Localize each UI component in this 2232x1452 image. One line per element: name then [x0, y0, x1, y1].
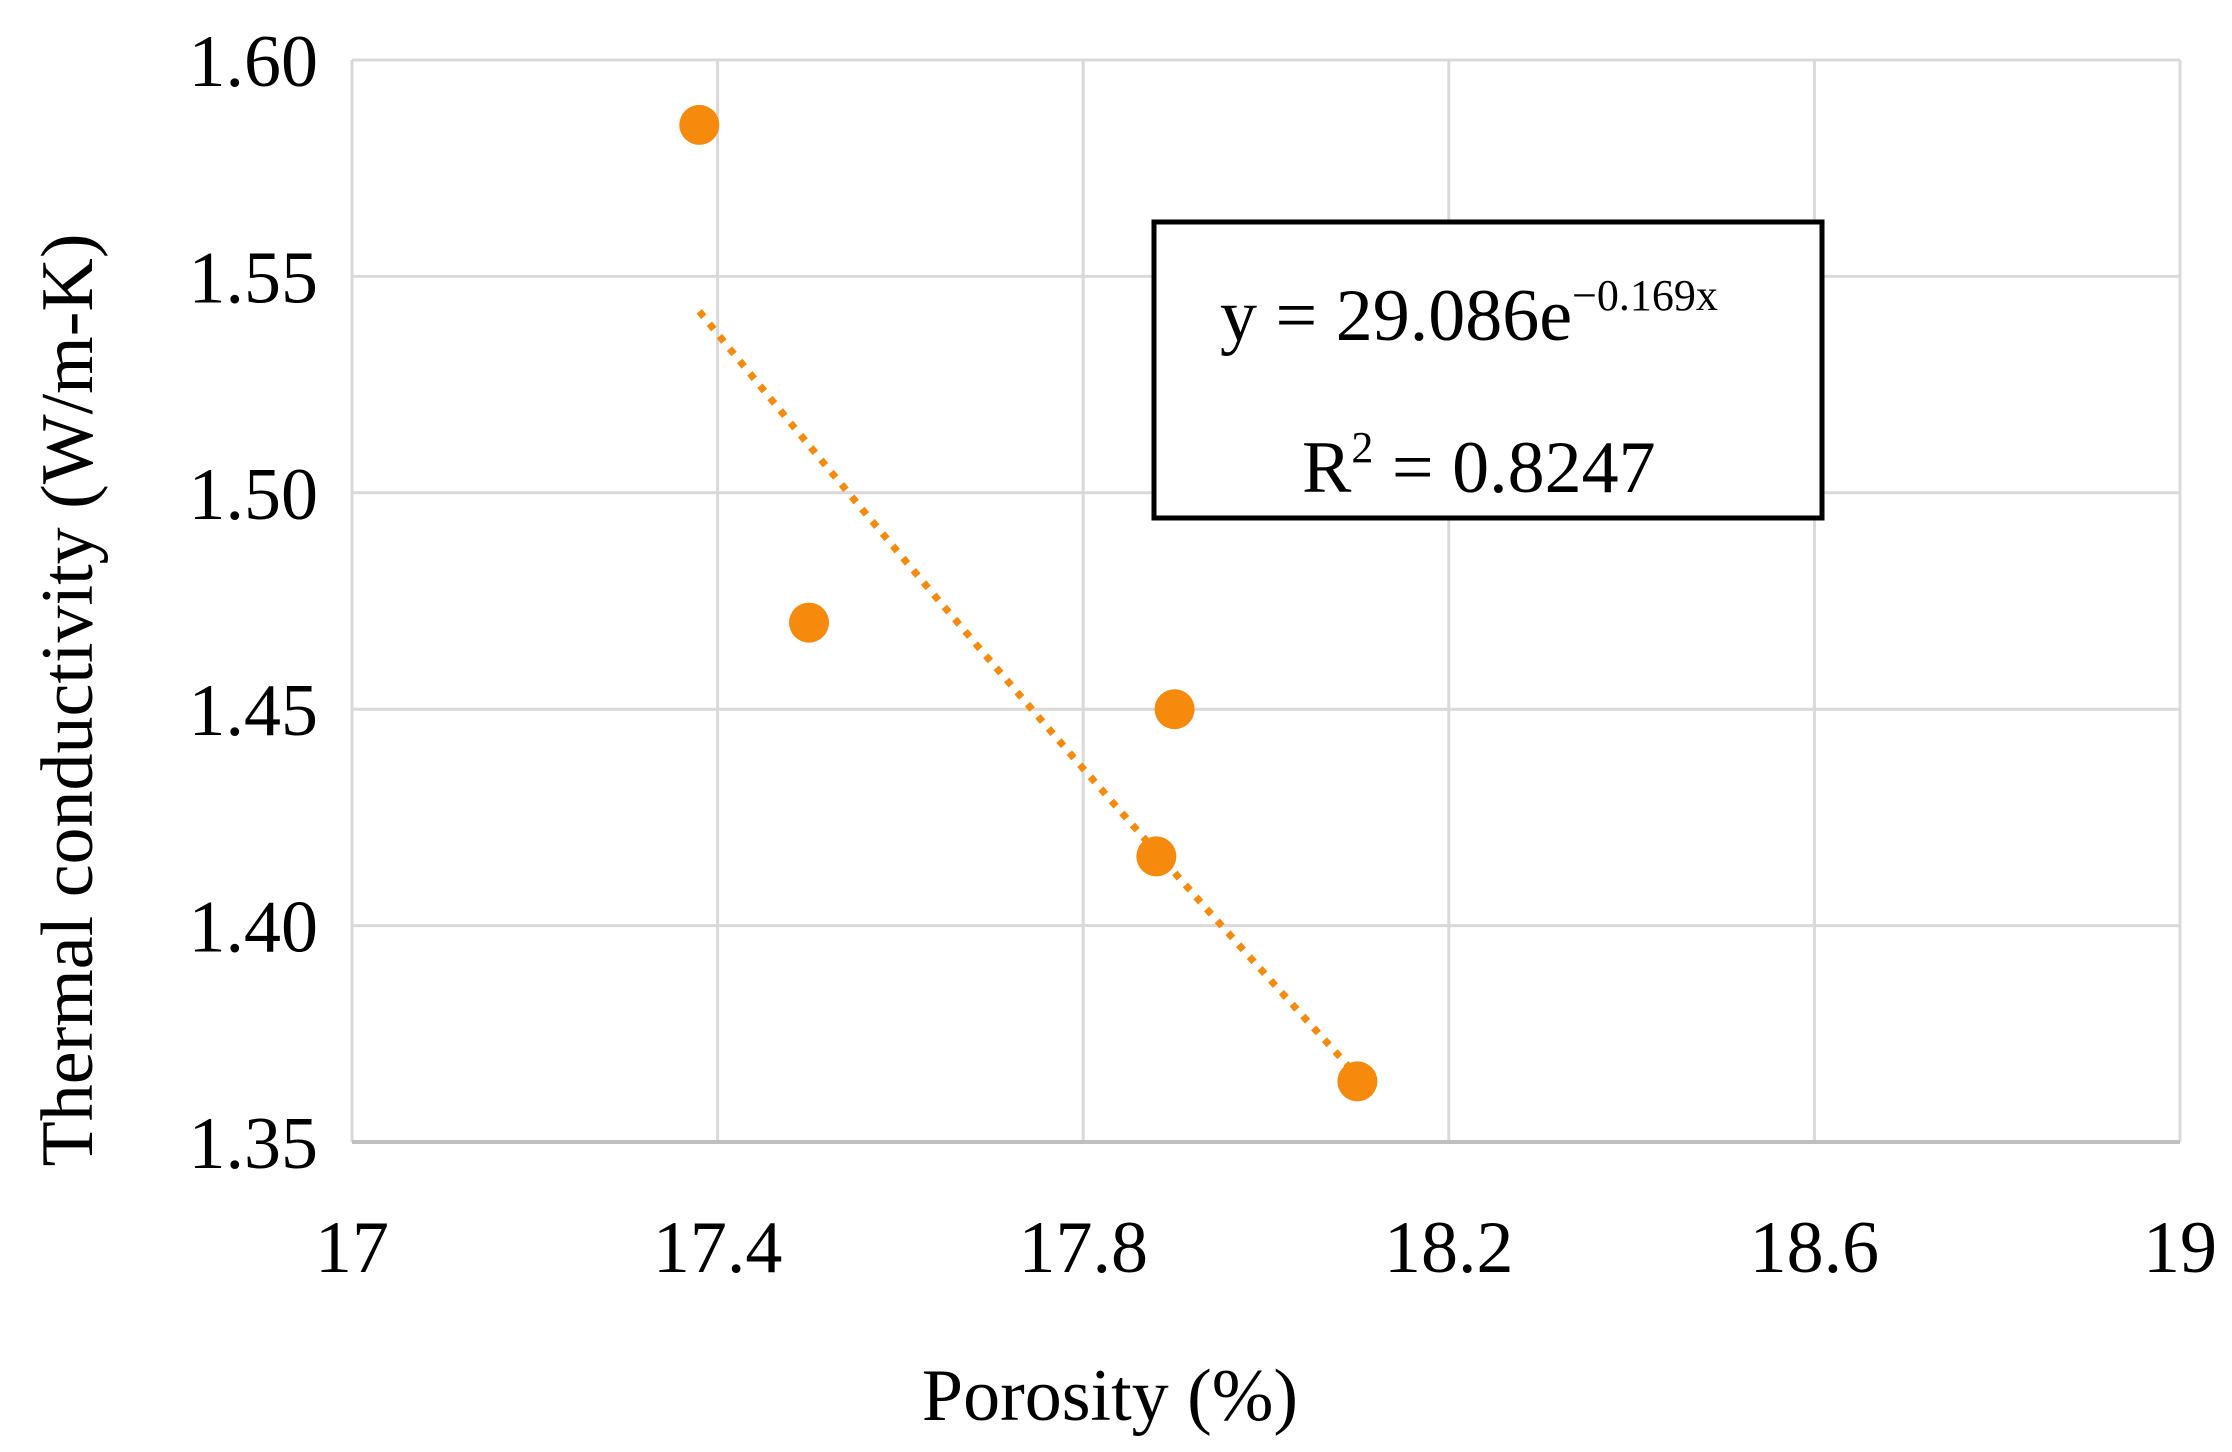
equation-box-border: [1151, 219, 1825, 521]
x-tick-label: 18.6: [1750, 1207, 1880, 1289]
trendline-group: [696, 309, 1360, 1079]
x-tick-label: 18.2: [1384, 1207, 1514, 1289]
data-point: [789, 602, 829, 643]
y-axis-title: Thermal conductivity (W/m-K): [27, 234, 109, 1167]
y-tick-label: 1.35: [189, 1103, 319, 1185]
equation-box: y = 29.086e−0.169x R2 = 0.8247: [1151, 219, 1825, 521]
x-tick-label: 17.4: [653, 1207, 783, 1289]
y-tick-label: 1.55: [189, 237, 319, 319]
y-tick-label: 1.45: [189, 670, 319, 752]
data-point: [679, 104, 720, 145]
x-tick-label: 17: [315, 1207, 389, 1289]
data-point: [1154, 689, 1195, 730]
x-axis-title: Porosity (%): [922, 1355, 1298, 1437]
trendline-equation: y = 29.086e−0.169x: [1220, 271, 1718, 357]
plot-axes: [350, 60, 2180, 1144]
data-points: [679, 104, 1378, 1102]
data-point: [1337, 1061, 1378, 1102]
y-tick-label: 1.60: [189, 21, 319, 103]
grid-lines: [352, 58, 2182, 1142]
x-tick-label: 19: [2143, 1207, 2217, 1289]
x-tick-label: 17.8: [1018, 1207, 1148, 1289]
y-tick-label: 1.50: [189, 454, 319, 536]
y-tick-label: 1.40: [189, 887, 319, 969]
r-squared-value: R2 = 0.8247: [1302, 423, 1656, 509]
x-tick-labels: 17 17.4 17.8 18.2 18.6 19: [315, 1207, 2217, 1289]
trendline: [696, 309, 1360, 1079]
data-point: [1136, 836, 1177, 877]
y-tick-labels: 1.35 1.40 1.45 1.50 1.55 1.60: [189, 21, 319, 1185]
